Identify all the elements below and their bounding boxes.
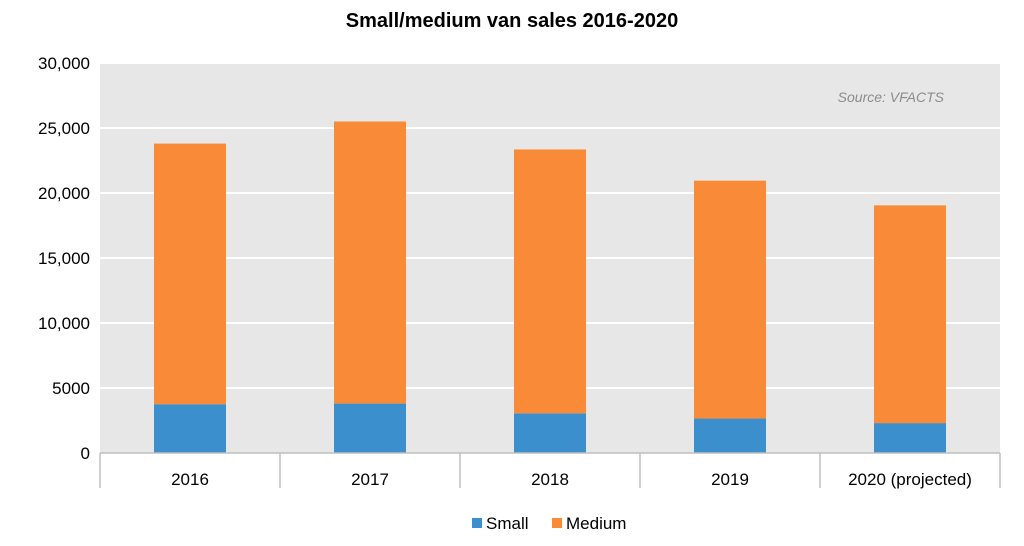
y-tick-label: 0	[81, 444, 90, 463]
legend-label-medium: Medium	[566, 514, 626, 533]
bars-group	[154, 121, 946, 453]
x-tick-label: 2017	[351, 470, 389, 489]
y-tick-label: 15,000	[38, 249, 90, 268]
bar-medium-5	[874, 205, 946, 424]
x-tick-label: 2020 (projected)	[848, 470, 972, 489]
bar-small-5	[874, 423, 946, 453]
bar-medium-2	[334, 121, 406, 404]
y-tick-label: 5000	[52, 379, 90, 398]
bar-medium-4	[694, 180, 766, 419]
legend: Small Medium	[472, 514, 626, 533]
x-tick-label: 2018	[531, 470, 569, 489]
legend-swatch-medium	[552, 518, 562, 528]
y-tick-label: 30,000	[38, 54, 90, 73]
bar-small-2	[334, 403, 406, 453]
legend-label-small: Small	[486, 514, 529, 533]
y-tick-label: 20,000	[38, 184, 90, 203]
source-annotation: Source: VFACTS	[838, 89, 945, 105]
chart-title: Small/medium van sales 2016-2020	[345, 10, 679, 32]
bar-small-3	[514, 413, 586, 453]
y-tick-label: 10,000	[38, 314, 90, 333]
bar-medium-3	[514, 149, 586, 414]
bar-small-4	[694, 418, 766, 453]
bar-medium-1	[154, 143, 226, 405]
axes-group: 0 5000 10,000 15,000 20,000 25,000 30,000 2016 2…	[38, 54, 1001, 489]
bar-small-1	[154, 404, 226, 453]
x-tick-label: 2016	[171, 470, 209, 489]
y-tick-label: 25,000	[38, 119, 90, 138]
x-tick-label: 2019	[711, 470, 749, 489]
legend-swatch-small	[472, 518, 482, 528]
